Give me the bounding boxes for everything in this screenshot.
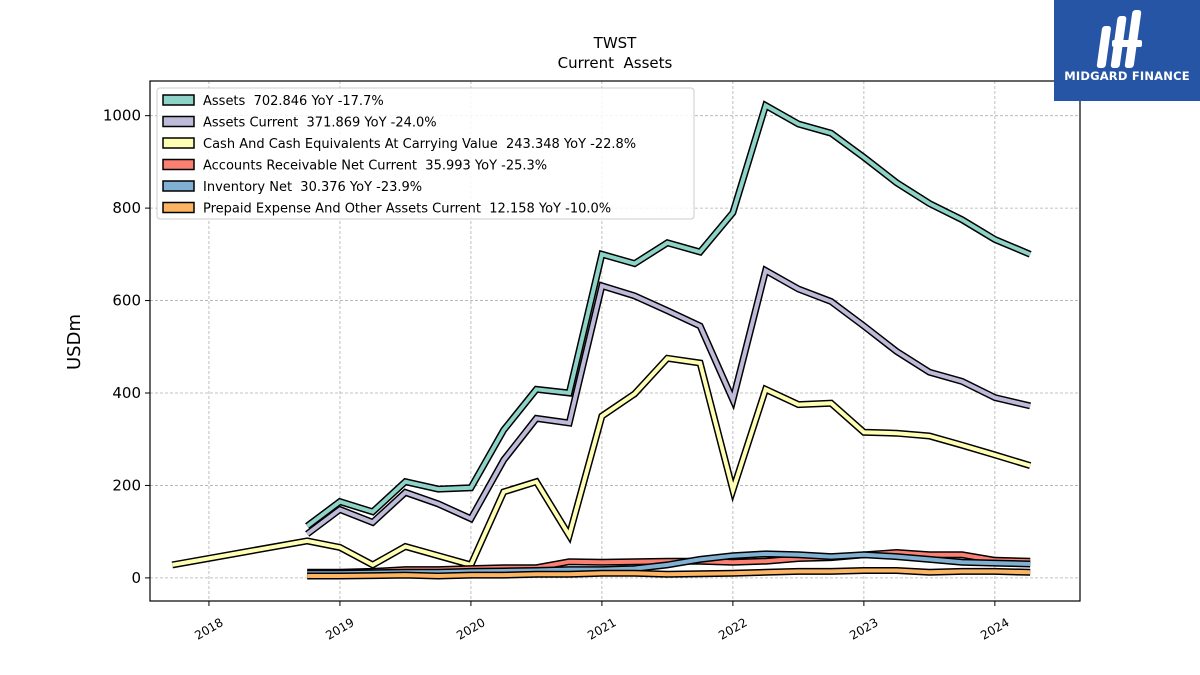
- legend-swatch-1: [162, 115, 195, 128]
- plot-frame: [149, 80, 1081, 602]
- x-tick-label: 2021: [585, 615, 618, 642]
- x-tick-label: 2022: [716, 615, 749, 642]
- series-outline-2: [171, 354, 1032, 570]
- y-tick-label: 800: [112, 199, 141, 217]
- legend-label-1: Assets Current 371.869 YoY -24.0%: [203, 116, 437, 131]
- legend: Assets 702.846 YoY -17.7% Assets Current …: [156, 87, 695, 220]
- legend-swatch-0: [162, 94, 195, 106]
- chart-title: TWST: [593, 34, 638, 52]
- legend-swatch-5: [162, 201, 195, 214]
- legend-swatch-4: [162, 180, 195, 192]
- chart-subtitle: Current Assets: [558, 54, 673, 72]
- y-tick-label: 400: [112, 384, 141, 402]
- y-tick-label: 200: [112, 476, 141, 494]
- legend-label-4: Inventory Net 30.376 YoY -23.9%: [203, 180, 422, 195]
- x-tick-label: 2020: [454, 615, 487, 642]
- legend-swatch-3: [162, 158, 195, 171]
- brand-mark-icon: [1096, 10, 1142, 68]
- y-tick-label: 1000: [103, 107, 141, 125]
- brand-name: MIDGARD FINANCE: [1064, 69, 1190, 83]
- brand-logo: MIDGARD FINANCE: [1054, 0, 1200, 101]
- x-tick-label: 2024: [978, 615, 1011, 642]
- series-line-1: [306, 267, 1031, 536]
- y-tick-label: 0: [131, 569, 141, 587]
- series-line-5: [307, 568, 1031, 579]
- legend-box: [156, 87, 695, 220]
- legend-label-0: Assets 702.846 YoY -17.7%: [203, 94, 384, 109]
- series-lines: [171, 100, 1032, 580]
- x-tick-label: 2023: [847, 615, 880, 642]
- legend-label-2: Cash And Cash Equivalents At Carrying Va…: [203, 137, 636, 152]
- y-axis-label: USDm: [64, 314, 85, 370]
- x-tick-label: 2018: [192, 615, 225, 642]
- legend-swatch-2: [162, 137, 195, 149]
- x-tick-label: 2019: [323, 615, 356, 642]
- y-tick-label: 600: [112, 292, 141, 310]
- series-line-2: [171, 356, 1031, 568]
- series-line-0: [306, 102, 1031, 528]
- legend-label-5: Prepaid Expense And Other Assets Current…: [203, 202, 611, 217]
- legend-label-3: Accounts Receivable Net Current 35.993 Y…: [203, 159, 547, 174]
